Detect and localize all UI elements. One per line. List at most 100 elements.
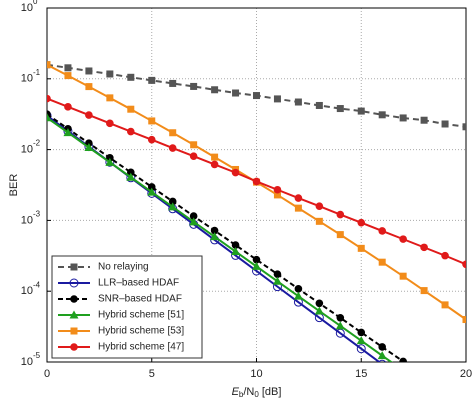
x-axis-label-part: b	[239, 390, 244, 399]
y-axis-label: BER	[8, 174, 20, 197]
marker	[399, 357, 407, 362]
legend-marker	[69, 278, 79, 288]
marker	[293, 291, 303, 300]
marker	[210, 160, 219, 169]
marker	[127, 73, 135, 81]
marker	[272, 276, 282, 285]
marker	[169, 129, 177, 137]
y-tick-label: 10	[21, 356, 33, 368]
marker	[190, 141, 198, 149]
marker	[253, 92, 260, 100]
marker	[462, 123, 466, 131]
legend-label: No relaying	[98, 262, 149, 273]
marker	[378, 359, 387, 362]
marker	[315, 217, 323, 225]
marker	[273, 270, 282, 278]
marker	[85, 67, 93, 75]
marker	[64, 72, 72, 80]
marker	[47, 94, 51, 103]
legend-label: Hybrid scheme [51]	[98, 310, 184, 321]
y-tick-exponent: -3	[33, 210, 41, 219]
marker	[399, 235, 407, 243]
legend-marker	[70, 295, 78, 303]
legend-label: Hybrid scheme [53]	[98, 326, 184, 337]
legend-box	[51, 255, 203, 359]
marker	[169, 79, 177, 87]
y-tick-exponent: -5	[33, 351, 41, 360]
marker	[147, 183, 156, 191]
y-tick-exponent: -4	[33, 280, 41, 289]
marker	[189, 217, 199, 226]
marker	[252, 261, 261, 270]
y-tick-label: 10	[21, 144, 33, 156]
marker	[168, 202, 178, 211]
marker	[378, 343, 387, 351]
y-tick-exponent: -1	[33, 68, 41, 77]
marker	[377, 351, 387, 360]
legend-label: LLR–based HDAF	[98, 278, 179, 289]
legend-marker	[69, 310, 79, 319]
marker	[357, 218, 366, 227]
x-axis-label-part: 0	[254, 390, 259, 399]
x-axis-label-part: [dB]	[259, 386, 282, 398]
marker	[231, 168, 240, 177]
marker	[252, 255, 261, 264]
marker	[190, 82, 198, 90]
marker	[210, 232, 220, 241]
marker	[336, 231, 344, 239]
marker	[357, 244, 365, 252]
x-axis-label-part: /N	[243, 386, 254, 398]
marker	[356, 336, 366, 345]
marker	[315, 202, 324, 210]
marker	[47, 61, 51, 69]
series-layer	[47, 61, 466, 362]
marker	[105, 157, 115, 166]
x-tick-label: 15	[355, 368, 367, 380]
marker	[189, 152, 198, 160]
marker	[336, 314, 345, 322]
marker	[252, 177, 261, 186]
y-tick-label: 10	[21, 73, 33, 85]
marker	[47, 111, 52, 121]
marker	[127, 127, 135, 136]
y-tick-label: 10	[21, 2, 33, 14]
marker	[399, 114, 407, 122]
x-tick-label: 5	[149, 368, 155, 380]
marker	[378, 258, 386, 266]
marker	[148, 76, 156, 84]
marker	[126, 172, 136, 181]
marker	[294, 98, 302, 106]
marker	[441, 251, 449, 260]
marker	[273, 95, 281, 103]
marker	[85, 111, 93, 119]
y-tick-label: 10	[21, 285, 33, 297]
marker	[168, 197, 177, 206]
marker	[64, 64, 72, 72]
marker	[189, 212, 198, 220]
marker	[106, 119, 114, 128]
marker	[315, 299, 324, 308]
marker	[231, 247, 241, 256]
marker	[64, 103, 72, 111]
marker	[63, 128, 73, 137]
marker	[273, 191, 281, 199]
marker	[84, 143, 94, 152]
marker	[294, 194, 303, 202]
legend-label: SNR–based HDAF	[98, 294, 182, 305]
y-tick-exponent: -2	[33, 139, 41, 148]
series-line	[47, 113, 404, 362]
x-axis-label: Eb/N0 [dB]	[232, 386, 282, 399]
marker	[147, 187, 157, 196]
x-tick-label: 0	[44, 368, 50, 380]
marker	[357, 328, 366, 337]
marker	[106, 94, 114, 102]
marker	[147, 135, 156, 144]
marker	[47, 113, 52, 122]
marker	[336, 105, 344, 113]
marker	[378, 227, 387, 235]
marker	[420, 243, 428, 252]
x-axis-label-part: E	[232, 386, 240, 398]
marker	[294, 204, 302, 212]
marker	[127, 105, 135, 113]
marker	[232, 89, 240, 97]
